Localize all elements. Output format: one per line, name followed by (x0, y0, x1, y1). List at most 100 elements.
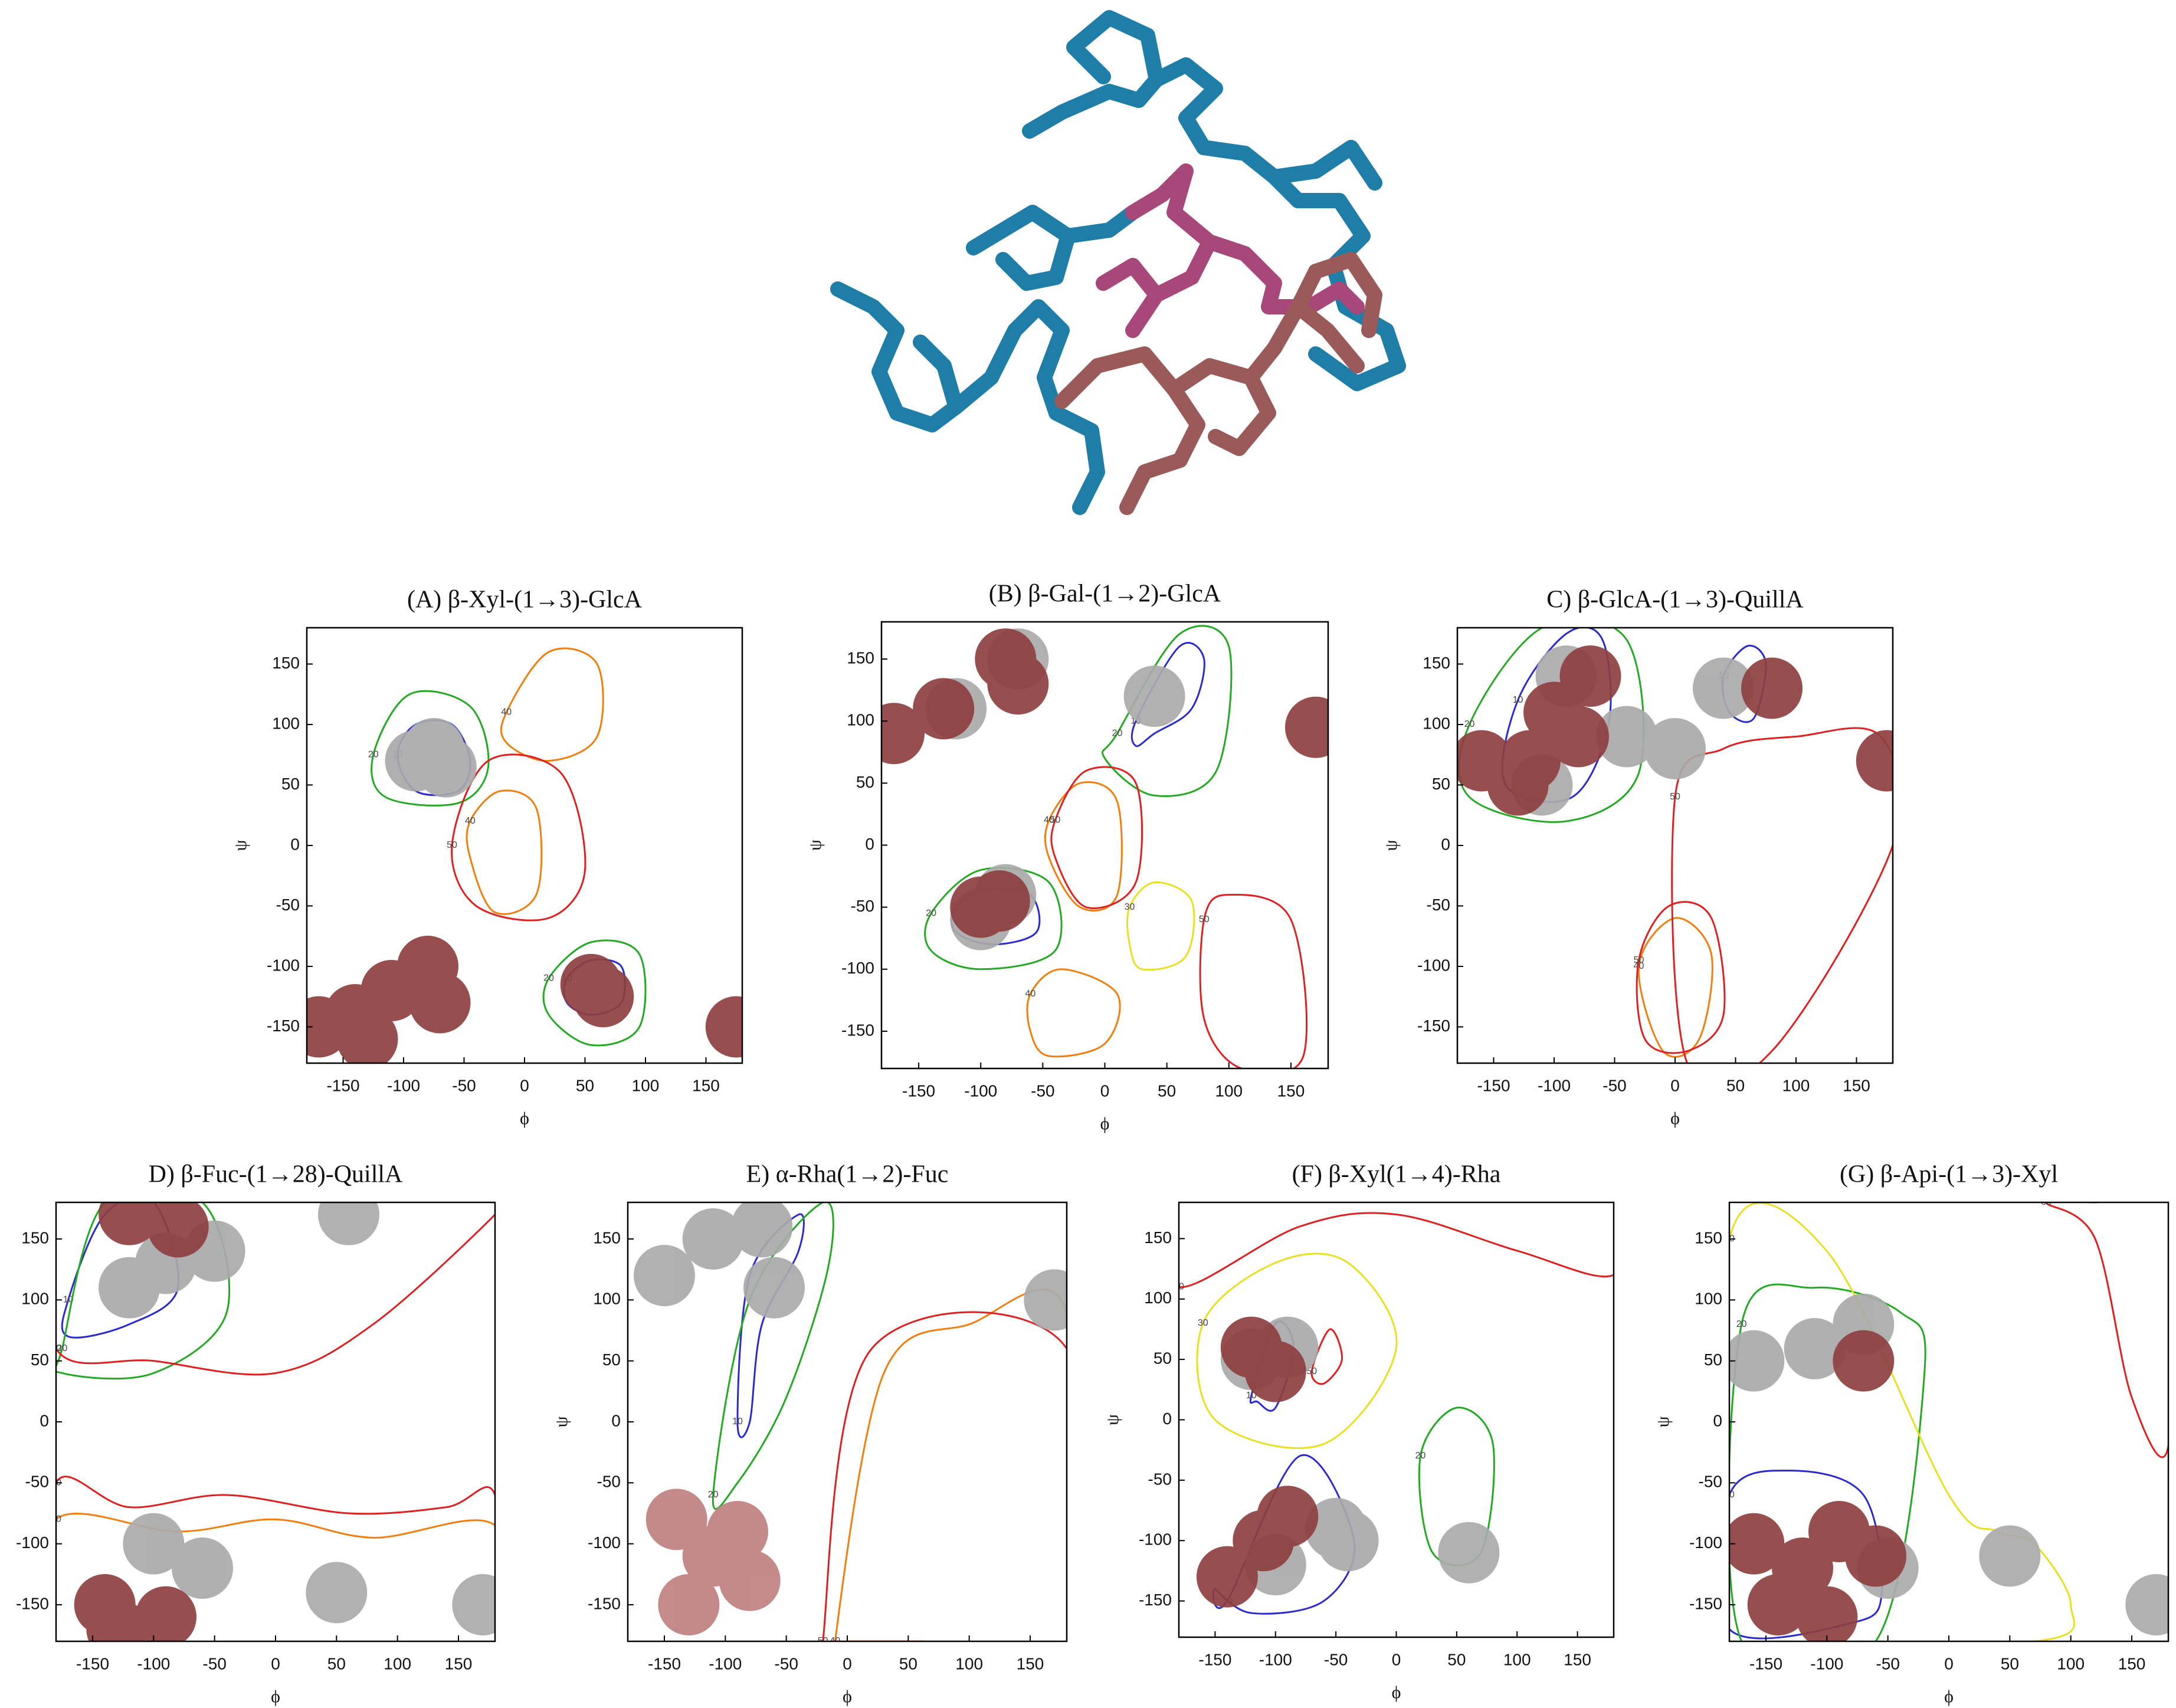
x-tick-label: 0 (1100, 1081, 1110, 1100)
point (1123, 666, 1185, 727)
x-tick-label: 50 (1158, 1081, 1176, 1100)
panel: 10102020404050-150-100-50050100150-150-1… (231, 586, 743, 1128)
point (336, 1008, 398, 1063)
contour (466, 789, 543, 915)
x-tick-label: 0 (843, 1654, 852, 1673)
contour (1044, 781, 1123, 912)
point (743, 1257, 805, 1319)
x-tick-label: 0 (1392, 1650, 1401, 1668)
contour-label: 50 (51, 1343, 61, 1353)
point-cloud (74, 1202, 209, 1641)
contour-label: 20 (1464, 719, 1475, 729)
y-tick-label: -50 (1427, 896, 1450, 914)
point (147, 1202, 209, 1258)
contour-label: 50 (818, 1636, 828, 1646)
point (1856, 730, 1893, 792)
contour (1199, 894, 1308, 1068)
contour-label: 10 (1724, 1490, 1735, 1500)
y-tick-label: 0 (611, 1411, 621, 1430)
point (1784, 1318, 1846, 1379)
contour-label: 30 (1198, 1318, 1208, 1328)
contour (924, 867, 1063, 971)
y-tick-label: -100 (841, 959, 874, 977)
x-tick-label: 100 (2057, 1654, 2085, 1673)
plot-area: 10102020404050 (307, 647, 742, 1063)
x-tick-label: 0 (1944, 1654, 1954, 1673)
y-tick-label: -100 (588, 1533, 621, 1552)
plot-area: 101020305050 (1179, 1202, 1614, 1615)
y-tick-label: 0 (290, 835, 300, 853)
x-tick-label: 50 (899, 1654, 917, 1673)
panel-title: D) β-Fuc-(1→28)-QuillA (149, 1161, 403, 1188)
panel: 101020305050-150-100-50050100150-150-100… (1103, 1161, 1615, 1702)
x-axis-label: ϕ (1944, 1687, 1954, 1706)
point (306, 1562, 368, 1624)
point (1548, 706, 1609, 768)
point (1747, 1574, 1809, 1635)
point (172, 1537, 233, 1599)
x-tick-label: 0 (1670, 1076, 1680, 1094)
y-tick-label: 50 (602, 1350, 621, 1369)
x-tick-label: -50 (452, 1076, 476, 1094)
y-tick-label: 100 (21, 1290, 49, 1308)
point (1438, 1522, 1500, 1584)
point (1644, 718, 1706, 779)
panel-title: E) α-Rha(1→2)-Fuc (746, 1161, 949, 1188)
x-tick-label: -100 (1538, 1076, 1571, 1094)
contour-label: 50 (1199, 914, 1210, 925)
point (682, 1208, 744, 1270)
y-tick-label: -150 (16, 1594, 49, 1612)
y-tick-label: -150 (841, 1021, 874, 1039)
y-tick-label: 150 (272, 654, 300, 672)
x-tick-label: 150 (445, 1654, 473, 1673)
y-tick-label: -100 (1139, 1530, 1172, 1549)
y-tick-label: -50 (851, 897, 874, 915)
x-tick-label: -50 (1031, 1081, 1054, 1100)
point (318, 1202, 379, 1245)
point (705, 996, 742, 1058)
contour (834, 1289, 1067, 1641)
contour-label: 10 (732, 1417, 743, 1427)
point-cloud (385, 718, 477, 798)
x-tick-label: -100 (1810, 1654, 1843, 1673)
x-tick-label: -50 (1324, 1650, 1348, 1668)
y-tick-label: -50 (276, 896, 300, 914)
contour (1196, 1253, 1398, 1449)
x-tick-label: 50 (2001, 1654, 2019, 1673)
x-tick-label: -150 (648, 1654, 681, 1673)
x-tick-label: 150 (2118, 1654, 2146, 1673)
y-tick-label: 0 (1713, 1411, 1722, 1430)
point (719, 1549, 781, 1611)
contour (712, 1202, 834, 1510)
point (1796, 1586, 1858, 1641)
panel-title: (B) β-Gal-(1→2)-GlcA (989, 581, 1221, 608)
y-tick-label: 150 (1695, 1228, 1722, 1247)
contour-label: 40 (465, 816, 476, 826)
contour-label: 30 (1125, 902, 1135, 912)
x-tick-label: -100 (137, 1654, 170, 1673)
point (1693, 657, 1754, 719)
x-tick-label: 150 (1277, 1081, 1305, 1100)
contour-label: 20 (926, 908, 936, 918)
point-cloud (1196, 1316, 1319, 1608)
x-tick-label: -100 (1259, 1650, 1292, 1668)
y-tick-label: -100 (1417, 956, 1450, 974)
x-tick-label: -50 (202, 1654, 226, 1673)
plot-area: 101020203040405050 (881, 625, 1328, 1068)
point (707, 1501, 768, 1562)
panel: 101020203040405050-150-100-50050100150-1… (805, 581, 1329, 1133)
point (1244, 1340, 1306, 1402)
contour (56, 1512, 495, 1641)
panel-title: (F) β-Xyl(1→4)-Rha (1292, 1161, 1501, 1188)
point (634, 1245, 695, 1306)
contour-label: 40 (1634, 961, 1644, 971)
point (135, 1586, 196, 1641)
y-tick-label: 0 (1162, 1409, 1172, 1428)
y-tick-label: -100 (16, 1533, 49, 1552)
contour (1729, 1202, 2076, 1641)
contour (736, 1213, 805, 1438)
